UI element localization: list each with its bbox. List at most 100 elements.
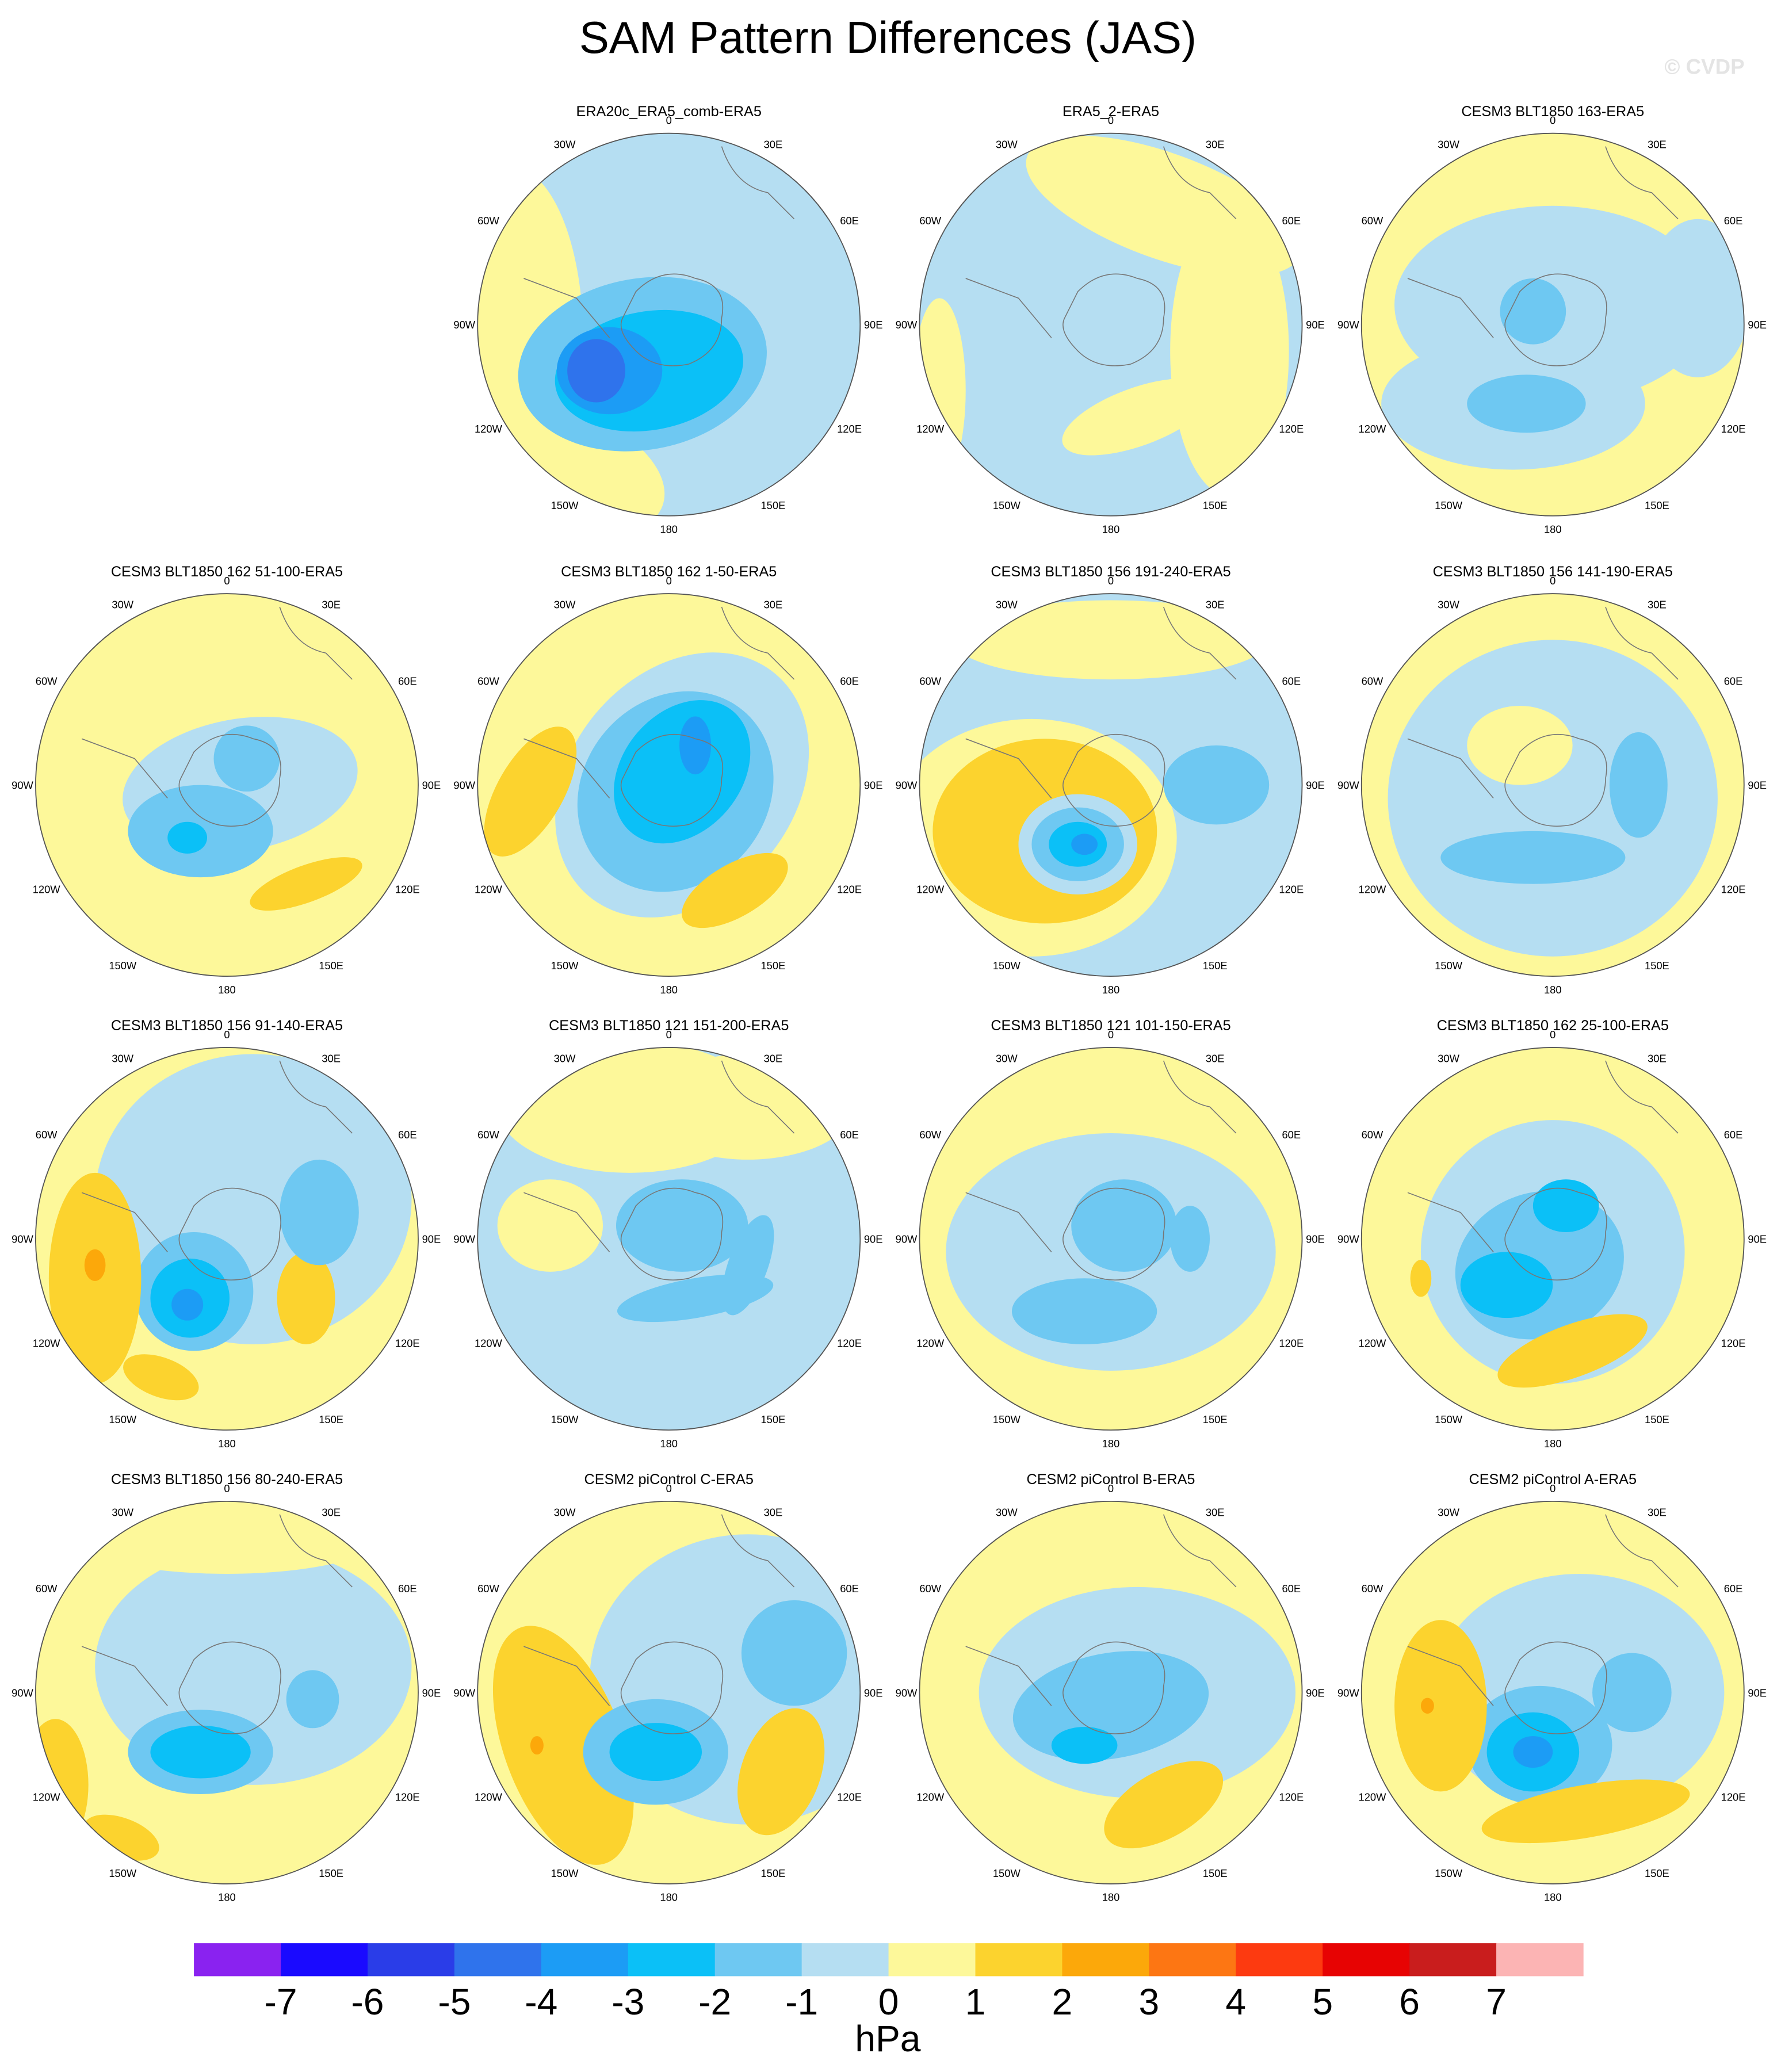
longitude-label: 60E <box>1282 1582 1301 1595</box>
longitude-label: 60W <box>1362 215 1383 227</box>
longitude-label: 150W <box>1435 1867 1463 1879</box>
longitude-label: 30W <box>996 599 1018 611</box>
longitude-label: 180 <box>660 523 678 536</box>
longitude-label: 120E <box>837 884 862 896</box>
longitude-label: 60E <box>1724 1129 1743 1141</box>
longitude-label: 180 <box>1544 984 1562 996</box>
panel-title: CESM3 BLT1850 162 51-100-ERA5 <box>111 564 343 580</box>
longitude-label: 150E <box>1645 1413 1669 1425</box>
contour-fill <box>952 600 1270 680</box>
longitude-label: 120W <box>33 1791 61 1803</box>
contour-fill <box>1170 1206 1210 1272</box>
longitude-label: 30E <box>1206 1506 1225 1518</box>
contours <box>919 133 1302 516</box>
longitude-label: 150E <box>1203 499 1228 511</box>
contour-fill <box>167 821 208 854</box>
coastline <box>523 1514 795 1734</box>
contour-fill <box>1388 640 1718 957</box>
coastline <box>81 606 353 827</box>
contour-fill <box>1592 1653 1672 1733</box>
longitude-label: 90W <box>896 1687 918 1699</box>
colorbar-label: -5 <box>438 1981 471 2023</box>
longitude-label: 150W <box>551 1413 579 1425</box>
longitude-label: 120E <box>395 884 420 896</box>
longitude-label: 150E <box>1645 1867 1669 1879</box>
coastline <box>965 146 1237 366</box>
contour-fill <box>123 1354 199 1401</box>
longitude-label: 180 <box>1102 1438 1120 1450</box>
longitude-label: 60E <box>840 675 859 687</box>
colorbar-box <box>454 1943 542 1977</box>
map-border <box>1360 1500 1745 1884</box>
longitude-label: 0 <box>224 1482 230 1494</box>
longitude-label: 120E <box>837 1791 862 1803</box>
longitude-label: 30E <box>322 1053 341 1065</box>
contours <box>1361 133 1744 516</box>
longitude-label: 150W <box>551 1867 579 1879</box>
colorbar-box <box>367 1943 455 1977</box>
longitude-label: 90E <box>422 1687 441 1699</box>
colorbar-label: -1 <box>785 1981 818 2023</box>
longitude-label: 90W <box>896 779 918 791</box>
longitude-label: 180 <box>218 1438 236 1450</box>
longitude-label: 60W <box>919 1582 941 1595</box>
watermark: © CVDP <box>1664 55 1744 78</box>
longitude-label: 0 <box>1550 1029 1555 1041</box>
colorbar-box <box>975 1943 1063 1977</box>
longitude-label: 180 <box>1102 523 1120 536</box>
longitude-label: 90E <box>1748 1233 1767 1245</box>
longitude-label: 0 <box>224 575 230 587</box>
contours <box>477 1501 861 1884</box>
contour-fill <box>35 1719 89 1851</box>
longitude-label: 150W <box>993 499 1021 511</box>
longitude-label: 90W <box>453 319 475 331</box>
colorbar-label: -4 <box>525 1981 557 2023</box>
longitude-label: 30E <box>764 599 783 611</box>
contours <box>477 133 861 516</box>
colorbar-box <box>1496 1943 1584 1977</box>
coastline <box>523 606 795 827</box>
longitude-label: 60W <box>1362 1129 1383 1141</box>
longitude-label: 60W <box>1362 1582 1383 1595</box>
longitude-label: 0 <box>1108 1482 1114 1494</box>
longitude-label: 150W <box>551 499 579 511</box>
colorbar-label: -2 <box>698 1981 731 2023</box>
map-border <box>35 1047 419 1431</box>
map-border <box>35 593 419 977</box>
colorbar-label: 2 <box>1052 1981 1073 2023</box>
longitude-label: 90E <box>1306 1687 1325 1699</box>
longitude-label: 60E <box>1282 675 1301 687</box>
longitude-label: 60E <box>840 1582 859 1595</box>
longitude-label: 30E <box>1648 1506 1667 1518</box>
contour-fill <box>1460 1252 1553 1318</box>
colorbar-label: 4 <box>1225 1981 1246 2023</box>
panel-title: CESM3 BLT1850 121 151-200-ERA5 <box>549 1018 789 1034</box>
longitude-label: 120W <box>916 1337 945 1350</box>
longitude-label: 60E <box>1724 215 1743 227</box>
longitude-label: 30W <box>554 1506 576 1518</box>
longitude-label: 150E <box>1645 499 1669 511</box>
contour-fill <box>530 1736 544 1755</box>
colorbar-box <box>628 1943 716 1977</box>
longitude-label: 60E <box>840 215 859 227</box>
panel-title: CESM3 BLT1850 156 80-240-ERA5 <box>111 1471 343 1488</box>
longitude-label: 60W <box>919 675 941 687</box>
longitude-label: 60W <box>36 1129 58 1141</box>
coastline <box>1407 1514 1679 1734</box>
longitude-label: 150W <box>993 959 1021 972</box>
colorbar-box <box>541 1943 629 1977</box>
panel-title: CESM2 piControl B-ERA5 <box>1027 1471 1195 1488</box>
longitude-label: 120E <box>1279 884 1304 896</box>
contour-fill <box>1051 1727 1118 1764</box>
map-border <box>1360 132 1745 517</box>
longitude-label: 150E <box>760 959 785 972</box>
colorbar-label: 5 <box>1312 1981 1333 2023</box>
coastline <box>81 1514 353 1734</box>
contour-fill <box>1467 374 1586 433</box>
contour-fill <box>1394 1521 1474 1600</box>
map-border <box>35 1500 419 1884</box>
map-border <box>919 132 1303 517</box>
